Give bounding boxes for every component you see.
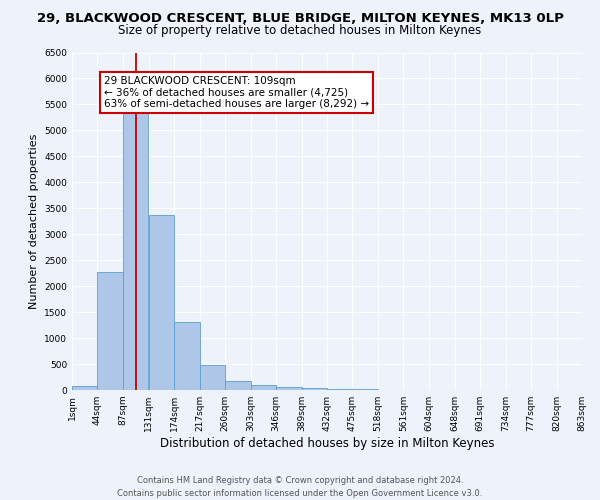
Text: Size of property relative to detached houses in Milton Keynes: Size of property relative to detached ho… bbox=[118, 24, 482, 37]
Bar bbox=[251, 386, 276, 390]
Text: 29 BLACKWOOD CRESCENT: 109sqm
← 36% of detached houses are smaller (4,725)
63% o: 29 BLACKWOOD CRESCENT: 109sqm ← 36% of d… bbox=[104, 76, 369, 109]
Bar bbox=[276, 387, 302, 390]
X-axis label: Distribution of detached houses by size in Milton Keynes: Distribution of detached houses by size … bbox=[160, 437, 494, 450]
Bar bbox=[149, 214, 175, 390]
Bar bbox=[72, 386, 97, 390]
Bar bbox=[225, 382, 251, 390]
Bar bbox=[123, 108, 148, 390]
Bar bbox=[302, 388, 327, 390]
Bar bbox=[97, 272, 123, 390]
Y-axis label: Number of detached properties: Number of detached properties bbox=[29, 134, 38, 309]
Text: 29, BLACKWOOD CRESCENT, BLUE BRIDGE, MILTON KEYNES, MK13 0LP: 29, BLACKWOOD CRESCENT, BLUE BRIDGE, MIL… bbox=[37, 12, 563, 26]
Text: Contains HM Land Registry data © Crown copyright and database right 2024.
Contai: Contains HM Land Registry data © Crown c… bbox=[118, 476, 482, 498]
Bar bbox=[327, 389, 352, 390]
Bar bbox=[200, 365, 225, 390]
Bar bbox=[175, 322, 200, 390]
